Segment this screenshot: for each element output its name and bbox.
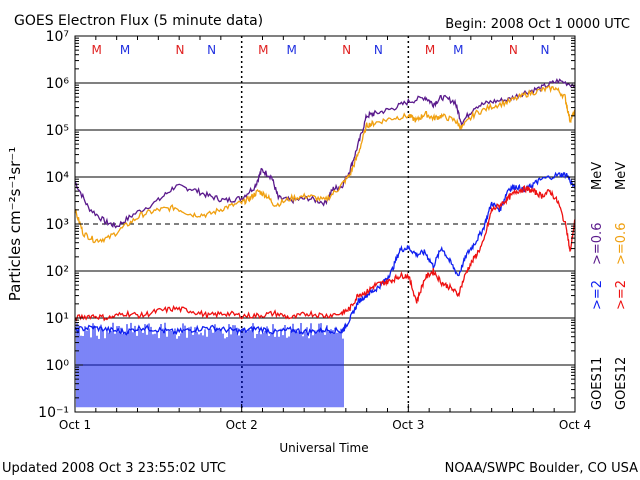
satellite-marker: M bbox=[91, 43, 101, 57]
y-tick-label: 10¹ bbox=[46, 311, 69, 327]
source-credit: NOAA/SWPC Boulder, CO USA bbox=[445, 461, 638, 476]
satellite-marker: N bbox=[541, 43, 550, 57]
legend-goes11: GOES11 bbox=[590, 357, 605, 410]
satellite-marker: N bbox=[374, 43, 383, 57]
series-line bbox=[74, 85, 576, 244]
begin-time: Begin: 2008 Oct 1 0000 UTC bbox=[445, 17, 630, 32]
y-axis: 10⁻¹ 10⁰ 10¹ 10² 10³ 10⁴ 10⁵ 10⁶ 10⁷ bbox=[38, 29, 575, 421]
series-dropout-spikes bbox=[74, 322, 344, 408]
y-tick-label: 10³ bbox=[46, 217, 69, 233]
series-layer bbox=[74, 78, 576, 408]
legend-goes12-low: >=2 bbox=[614, 280, 629, 310]
satellite-marker: N bbox=[176, 43, 185, 57]
x-axis-label: Universal Time bbox=[279, 441, 368, 455]
series-line bbox=[74, 184, 576, 322]
satellite-marker: M bbox=[425, 43, 435, 57]
satellite-marker: N bbox=[509, 43, 518, 57]
legend-goes12-high: >=0.6 bbox=[614, 223, 629, 265]
x-tick-label: Oct 2 bbox=[226, 418, 258, 432]
right-legend: >=0.6 >=0.6 MeV MeV >=2 >=2 GOES11 GOES1… bbox=[590, 162, 629, 410]
y-tick-label: 10² bbox=[46, 264, 69, 280]
legend-unit-2: MeV bbox=[614, 162, 629, 190]
gridlines bbox=[75, 36, 575, 412]
legend-goes11-low: >=2 bbox=[590, 280, 605, 310]
x-tick-label: Oct 1 bbox=[59, 418, 91, 432]
y-axis-label: Particles cm⁻²s⁻¹sr⁻¹ bbox=[6, 147, 24, 301]
x-tick-label: Oct 4 bbox=[559, 418, 591, 432]
series-line bbox=[74, 171, 576, 337]
satellite-marker: N bbox=[342, 43, 351, 57]
legend-goes11-high: >=0.6 bbox=[590, 223, 605, 265]
legend-unit-1: MeV bbox=[590, 162, 605, 190]
satellite-marker: N bbox=[207, 43, 216, 57]
updated-time: Updated 2008 Oct 3 23:55:02 UTC bbox=[2, 461, 226, 476]
y-tick-label: 10⁷ bbox=[46, 29, 69, 45]
y-tick-label: 10⁴ bbox=[46, 170, 70, 186]
y-tick-label: 10⁰ bbox=[46, 358, 70, 374]
satellite-marker: M bbox=[453, 43, 463, 57]
satellite-marker: M bbox=[286, 43, 296, 57]
y-tick-label: 10⁻¹ bbox=[38, 405, 69, 421]
x-tick-label: Oct 3 bbox=[392, 418, 424, 432]
x-axis: Oct 1 Oct 2 Oct 3 Oct 4 bbox=[59, 36, 591, 432]
y-tick-label: 10⁶ bbox=[46, 76, 70, 92]
legend-goes12: GOES12 bbox=[614, 357, 629, 410]
satellite-marker: M bbox=[258, 43, 268, 57]
chart-title: GOES Electron Flux (5 minute data) bbox=[14, 13, 263, 29]
y-tick-label: 10⁵ bbox=[46, 123, 69, 139]
satellite-marker: M bbox=[120, 43, 130, 57]
